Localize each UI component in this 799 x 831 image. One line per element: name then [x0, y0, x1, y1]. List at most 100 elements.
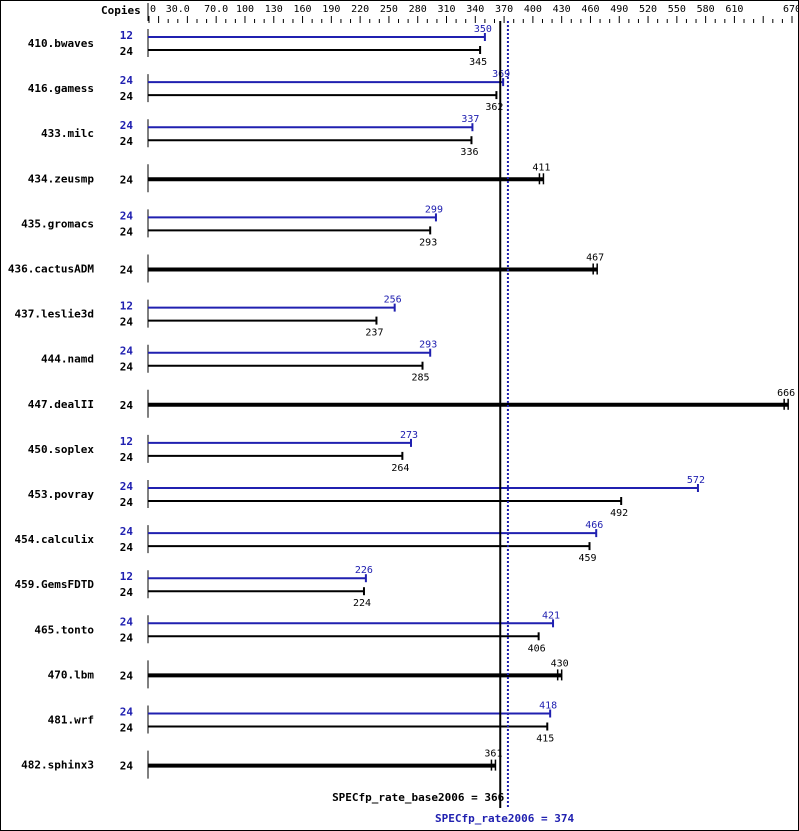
- peak-copies: 12: [120, 570, 133, 583]
- base-value-label: 224: [353, 598, 371, 609]
- x-tick-label: 460: [581, 4, 599, 15]
- x-tick-label: 550: [668, 4, 686, 15]
- base-value-label: 411: [532, 162, 550, 173]
- benchmark-label: 444.namd: [41, 353, 94, 366]
- base-value-label: 415: [536, 734, 554, 745]
- base-value-label: 264: [391, 463, 409, 474]
- benchmark-label: 454.calculix: [15, 533, 95, 546]
- header-copies-label: Copies: [101, 4, 141, 17]
- peak-value-label: 226: [355, 565, 373, 576]
- x-tick-label: 250: [380, 4, 398, 15]
- benchmark-label: 453.povray: [28, 488, 95, 501]
- peak-copies: 24: [120, 209, 134, 222]
- base-copies: 24: [120, 399, 134, 412]
- base-copies: 24: [120, 316, 134, 329]
- x-tick-label: 310: [437, 4, 455, 15]
- base-copies: 24: [120, 264, 134, 277]
- base-copies: 24: [120, 669, 134, 682]
- base-copies: 24: [120, 760, 134, 773]
- base-copies: 24: [120, 135, 134, 148]
- x-tick-label: 30.0: [166, 4, 190, 15]
- base-value-label: 467: [586, 253, 604, 264]
- peak-value-label: 256: [384, 295, 402, 306]
- base-value-label: 336: [460, 147, 478, 158]
- base-copies: 24: [120, 496, 134, 509]
- peak-value-label: 421: [542, 610, 560, 621]
- x-tick-label: 0: [150, 4, 156, 15]
- base-copies: 24: [120, 45, 134, 58]
- x-tick-label: 490: [610, 4, 628, 15]
- peak-copies: 24: [120, 345, 134, 358]
- peak-copies: 24: [120, 74, 134, 87]
- base-value-label: 237: [365, 328, 383, 339]
- x-tick-label: 670: [783, 4, 799, 15]
- base-mean-label: SPECfp_rate_base2006 = 366: [332, 791, 505, 804]
- benchmark-label: 434.zeusmp: [28, 172, 95, 185]
- benchmark-label: 447.dealII: [28, 398, 94, 411]
- benchmark-label: 450.soplex: [28, 443, 95, 456]
- base-copies: 24: [120, 722, 134, 735]
- peak-mean-label: SPECfp_rate2006 = 374: [435, 812, 574, 825]
- peak-copies: 24: [120, 706, 134, 719]
- x-tick-label: 280: [409, 4, 427, 15]
- benchmark-label: 433.milc: [41, 127, 94, 140]
- peak-copies: 12: [120, 29, 133, 42]
- x-tick-label: 430: [553, 4, 571, 15]
- base-value-label: 293: [419, 237, 437, 248]
- peak-value-label: 337: [461, 114, 479, 125]
- benchmark-label: 459.GemsFDTD: [15, 578, 95, 591]
- benchmark-label: 437.leslie3d: [15, 308, 94, 321]
- peak-value-label: 350: [474, 24, 492, 35]
- base-copies: 24: [120, 541, 134, 554]
- benchmark-label: 410.bwaves: [28, 37, 94, 50]
- x-tick-label: 130: [265, 4, 283, 15]
- base-value-label: 361: [484, 749, 502, 760]
- peak-value-label: 293: [419, 340, 437, 351]
- benchmark-label: 465.tonto: [34, 623, 94, 636]
- base-copies: 24: [120, 451, 134, 464]
- base-value-label: 430: [551, 658, 569, 669]
- x-tick-label: 400: [524, 4, 542, 15]
- base-copies: 24: [120, 225, 134, 238]
- x-tick-label: 160: [294, 4, 312, 15]
- base-value-label: 492: [610, 508, 628, 519]
- benchmark-label: 435.gromacs: [21, 217, 94, 230]
- base-value-label: 406: [528, 643, 546, 654]
- base-value-label: 285: [411, 373, 429, 384]
- peak-value-label: 466: [585, 520, 603, 531]
- peak-copies: 12: [120, 300, 133, 313]
- x-tick-label: 100: [236, 4, 254, 15]
- x-tick-label: 340: [466, 4, 484, 15]
- x-tick-label: 520: [639, 4, 657, 15]
- peak-value-label: 418: [539, 701, 557, 712]
- peak-copies: 24: [120, 480, 134, 493]
- benchmark-label: 436.cactusADM: [8, 263, 94, 276]
- x-tick-label: 190: [322, 4, 340, 15]
- peak-copies: 24: [120, 119, 134, 132]
- benchmark-label: 482.sphinx3: [21, 759, 94, 772]
- base-value-label: 345: [469, 57, 487, 68]
- base-copies: 24: [120, 361, 134, 374]
- benchmark-label: 416.gamess: [28, 82, 94, 95]
- x-tick-label: 220: [351, 4, 369, 15]
- base-value-label: 362: [485, 102, 503, 113]
- benchmark-label: 481.wrf: [48, 714, 94, 727]
- peak-value-label: 299: [425, 204, 443, 215]
- base-copies: 24: [120, 173, 134, 186]
- benchmark-label: 470.lbm: [48, 668, 95, 681]
- peak-value-label: 572: [687, 475, 705, 486]
- base-copies: 24: [120, 90, 134, 103]
- peak-copies: 24: [120, 615, 134, 628]
- base-copies: 24: [120, 631, 134, 644]
- peak-copies: 24: [120, 525, 134, 538]
- x-tick-label: 610: [725, 4, 743, 15]
- peak-copies: 12: [120, 435, 133, 448]
- base-value-label: 459: [578, 553, 596, 564]
- x-tick-label: 70.0: [204, 4, 228, 15]
- base-copies: 24: [120, 586, 134, 599]
- peak-value-label: 273: [400, 430, 418, 441]
- x-tick-label: 370: [495, 4, 513, 15]
- base-value-label: 666: [777, 388, 795, 399]
